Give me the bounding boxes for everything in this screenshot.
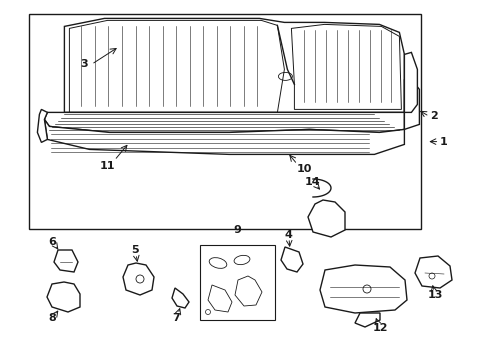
Polygon shape bbox=[45, 112, 404, 132]
Text: 4: 4 bbox=[284, 230, 292, 240]
Text: 14: 14 bbox=[304, 177, 320, 187]
Polygon shape bbox=[45, 120, 404, 154]
Text: 7: 7 bbox=[172, 313, 180, 323]
Bar bbox=[200, 245, 275, 320]
Polygon shape bbox=[64, 18, 404, 112]
Polygon shape bbox=[308, 200, 345, 237]
Text: 8: 8 bbox=[48, 313, 56, 323]
Text: 11: 11 bbox=[99, 161, 115, 171]
Bar bbox=[29, 14, 421, 229]
Text: 10: 10 bbox=[297, 165, 312, 174]
Polygon shape bbox=[355, 313, 380, 327]
Polygon shape bbox=[320, 265, 407, 313]
Text: 1: 1 bbox=[440, 136, 447, 147]
Polygon shape bbox=[37, 109, 48, 143]
Polygon shape bbox=[404, 80, 419, 129]
Text: 2: 2 bbox=[431, 111, 438, 121]
Text: 3: 3 bbox=[80, 59, 88, 69]
Polygon shape bbox=[415, 256, 452, 288]
Text: 5: 5 bbox=[131, 245, 139, 255]
Text: 9: 9 bbox=[233, 225, 241, 235]
Text: 6: 6 bbox=[48, 237, 56, 247]
Text: 12: 12 bbox=[372, 323, 388, 333]
Polygon shape bbox=[404, 53, 417, 112]
Text: 13: 13 bbox=[427, 290, 442, 300]
